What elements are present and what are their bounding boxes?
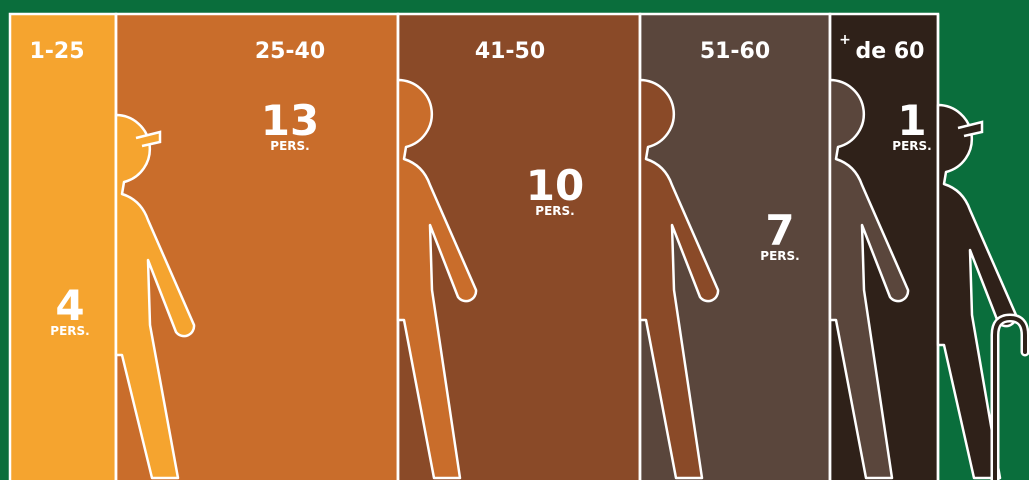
- cap: [957, 120, 984, 138]
- count-unit: PERS.: [760, 249, 799, 263]
- person-silhouette: [114, 113, 196, 480]
- age-label: 1-25: [29, 39, 84, 64]
- age-label: 25-40: [255, 39, 325, 64]
- label-superscript: +: [839, 32, 851, 48]
- person-silhouette: [638, 78, 720, 480]
- age-label: 41-50: [475, 39, 545, 64]
- count-value: 4: [55, 281, 84, 330]
- count-unit: PERS.: [50, 324, 89, 338]
- panels: [8, 12, 940, 480]
- cap: [135, 130, 162, 148]
- person-silhouette: [396, 78, 478, 480]
- age-label: 51-60: [700, 39, 770, 64]
- labels: 1-254PERS.25-4013PERS.41-5010PERS.51-607…: [29, 32, 931, 338]
- cane-core: [993, 315, 1027, 480]
- count-unit: PERS.: [270, 139, 309, 153]
- count-value: 7: [765, 206, 794, 255]
- count-unit: PERS.: [535, 204, 574, 218]
- figures: [114, 78, 1029, 480]
- count-value: 1: [897, 96, 926, 145]
- count-value: 10: [526, 161, 584, 210]
- person-silhouette: [828, 78, 910, 480]
- count-value: 13: [261, 96, 319, 145]
- age-panel: [8, 12, 118, 480]
- age-label: de 60: [856, 39, 925, 64]
- count-unit: PERS.: [892, 139, 931, 153]
